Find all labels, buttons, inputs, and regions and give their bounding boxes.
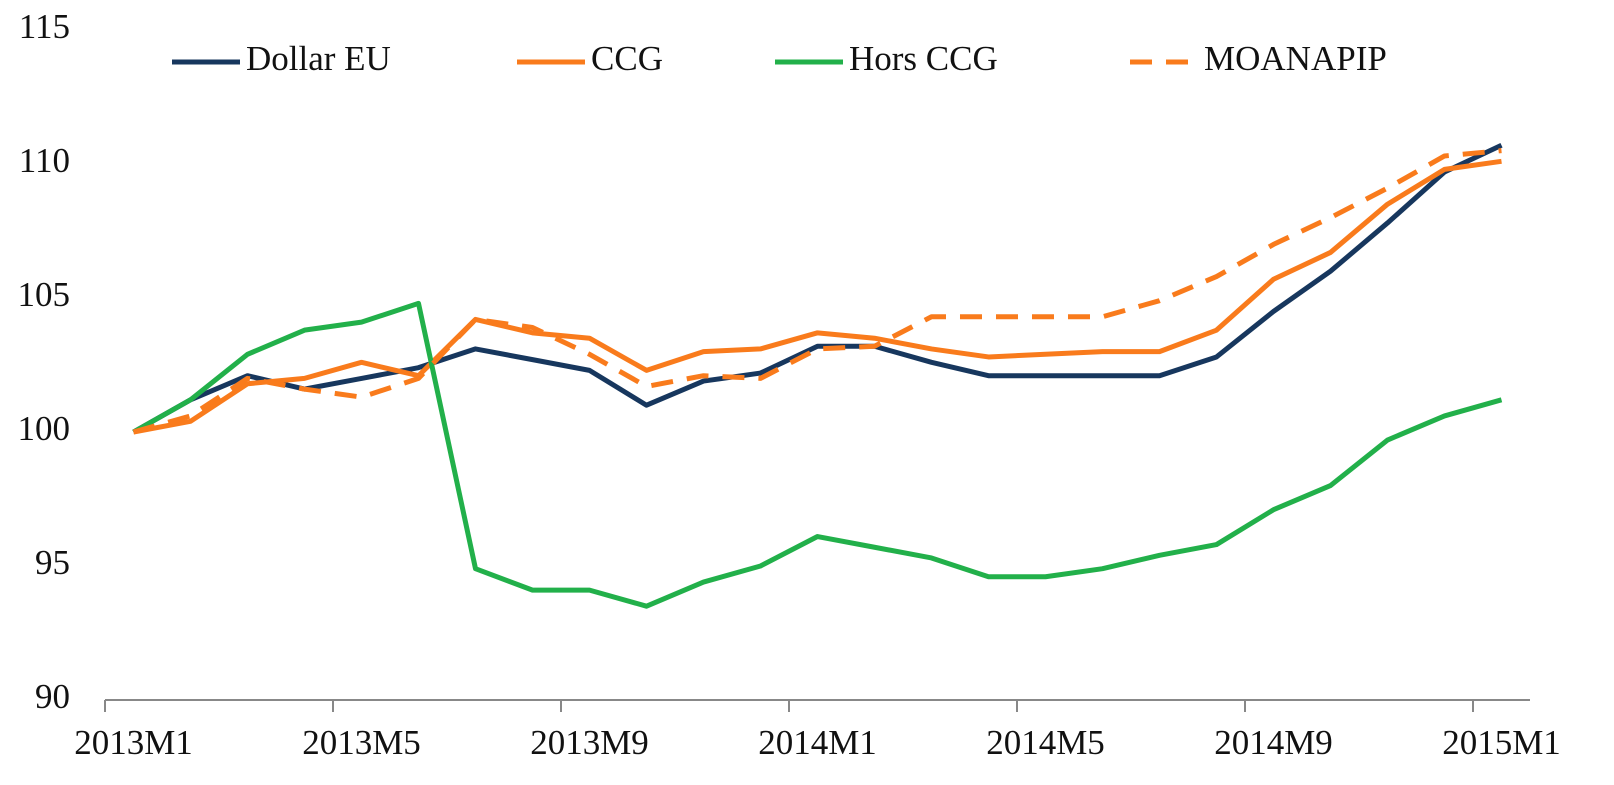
y-tick-label: 110 [19,141,70,180]
x-tick-label: 2015M1 [1442,723,1561,762]
legend-label: MOANAPIP [1204,39,1387,78]
x-tick-label: 2013M1 [74,723,193,762]
y-tick-label: 115 [19,7,70,46]
y-tick-label: 100 [18,409,71,448]
y-tick-label: 90 [35,677,70,716]
series-line [132,148,1502,435]
x-tick-label: 2014M9 [1214,723,1333,762]
series-line [133,158,1502,435]
series-line [132,300,1503,609]
legend-label: Hors CCG [849,39,998,78]
x-tick-label: 2014M1 [758,723,877,762]
legend-label: Dollar EU [246,39,391,78]
y-tick-label: 95 [35,543,70,582]
x-tick-label: 2014M5 [986,723,1105,762]
x-tick-label: 2013M5 [302,723,421,762]
legend-label: CCG [591,39,663,78]
y-tick-label: 105 [18,275,71,314]
series-line [132,142,1503,435]
x-tick-label: 2013M9 [530,723,649,762]
